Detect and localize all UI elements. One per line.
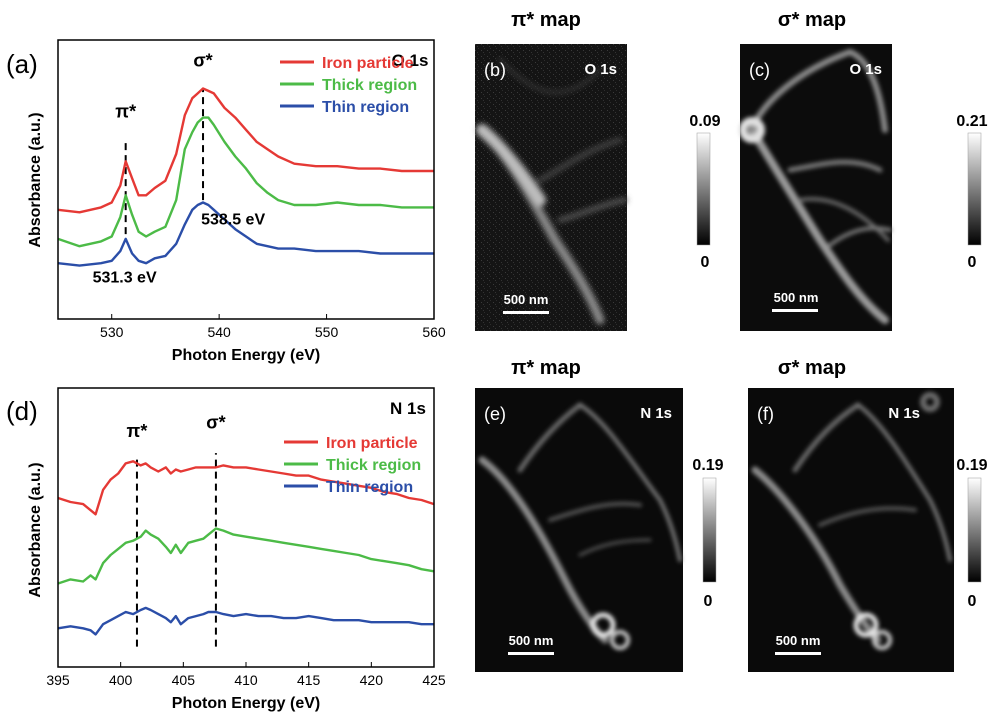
colorbar-e <box>702 477 717 583</box>
colorbar-min-c: 0 <box>968 254 977 271</box>
legend-entry-a-2: Thin region <box>322 99 409 116</box>
x-tick-labels-a: 530 540 550 560 <box>100 314 446 340</box>
peak-annotations-d: π* σ* <box>127 413 226 647</box>
colorbar-min-b: 0 <box>701 254 710 271</box>
peak-label-d-1: σ* <box>206 413 225 433</box>
map-panel-c: σ* map (c) O 1s 500 nm 0.21 0 <box>739 9 988 331</box>
series-lines-a <box>57 87 434 267</box>
legend-entry-d-2: Thin region <box>326 479 413 496</box>
colorbar-max-b: 0.09 <box>689 113 720 130</box>
map-edge-label-f: N 1s <box>888 405 920 422</box>
peak-annotations-a: π* σ* <box>115 51 213 235</box>
map-panel-label-c: (c) <box>749 60 770 80</box>
spectrum-panel-o1s: (a) Absorbance (a.u.) Photon Energy (eV)… <box>6 39 446 364</box>
map-image-b <box>475 44 628 331</box>
colorbar-c <box>967 132 982 246</box>
map-panel-f: σ* map (f) N 1s 500 nm 0.19 0 <box>748 357 988 672</box>
legend-entry-a-1: Thick region <box>322 77 417 94</box>
x-axis-label-a: Photon Energy (eV) <box>172 347 320 364</box>
map-panel-label-e: (e) <box>484 404 506 424</box>
plot-frame-d <box>57 387 435 668</box>
scalebar-label-b: 500 nm <box>504 292 549 307</box>
panel-label-d: (d) <box>6 396 38 426</box>
plot-frame-a <box>57 39 435 320</box>
spectrum-panel-n1s: (d) Absorbance (a.u.) Photon Energy (eV)… <box>6 387 446 712</box>
series-line-a-0 <box>57 87 434 214</box>
legend-entry-a-0: Iron particle <box>322 55 414 72</box>
y-axis-label-a: Absorbance (a.u.) <box>27 112 44 247</box>
colorbar-f <box>967 477 982 583</box>
y-axis-label-d: Absorbance (a.u.) <box>27 462 44 597</box>
peak-label-a-0: π* <box>115 102 136 122</box>
map-panel-label-b: (b) <box>484 60 506 80</box>
map-image-e <box>475 388 683 672</box>
map-title-b: π* map <box>511 9 581 31</box>
peak-energy-labels-a: 531.3 eV 538.5 eV <box>93 211 266 286</box>
peak-label-a-1: σ* <box>193 51 212 71</box>
scalebar-label-e: 500 nm <box>509 633 554 648</box>
series-line-d-2 <box>57 606 434 636</box>
scalebar-label-f: 500 nm <box>776 633 821 648</box>
map-title-f: σ* map <box>778 357 846 379</box>
peak-label-d-0: π* <box>127 421 148 441</box>
series-lines-d <box>57 460 435 636</box>
x-tick-label-d-6: 425 <box>422 672 446 688</box>
map-image-f <box>748 388 954 672</box>
map-edge-label-e: N 1s <box>640 405 672 422</box>
map-panel-e: π* map (e) N 1s 500 nm 0.19 0 <box>475 357 724 672</box>
scalebar-f <box>775 652 821 655</box>
map-image-c <box>739 44 892 331</box>
x-tick-label-a-1: 540 <box>207 324 231 340</box>
panel-label-a: (a) <box>6 49 38 79</box>
map-title-c: σ* map <box>778 9 846 31</box>
x-axis-label-d: Photon Energy (eV) <box>172 695 320 712</box>
x-tick-label-a-3: 560 <box>422 324 446 340</box>
series-line-a-1 <box>57 116 434 248</box>
x-tick-label-d-0: 395 <box>46 672 70 688</box>
legend-d: Iron particle Thick region Thin region <box>284 435 421 496</box>
series-line-d-0 <box>57 460 435 516</box>
legend-entry-d-1: Thick region <box>326 457 421 474</box>
colorbar-b <box>696 132 711 246</box>
x-tick-label-a-2: 550 <box>315 324 339 340</box>
edge-label-d: N 1s <box>390 399 426 418</box>
scalebar-c <box>772 309 818 312</box>
map-panel-label-f: (f) <box>757 404 774 424</box>
series-line-d-1 <box>57 527 435 585</box>
colorbar-max-c: 0.21 <box>956 113 987 130</box>
colorbar-max-f: 0.19 <box>956 457 987 474</box>
map-title-e: π* map <box>511 357 581 379</box>
scalebar-b <box>503 311 549 314</box>
x-tick-label-d-1: 400 <box>109 672 133 688</box>
scalebar-label-c: 500 nm <box>774 290 819 305</box>
map-panel-b: π* map (b) O 1s 500 nm 0.09 0 <box>475 9 721 331</box>
x-tick-label-d-4: 415 <box>297 672 321 688</box>
peak-energy-label-a-1: 538.5 eV <box>201 211 265 228</box>
x-tick-label-d-5: 420 <box>360 672 384 688</box>
x-tick-label-a-0: 530 <box>100 324 124 340</box>
x-tick-label-d-2: 405 <box>172 672 196 688</box>
map-edge-label-b: O 1s <box>584 61 617 78</box>
legend-a: Iron particle Thick region Thin region <box>280 55 417 116</box>
series-line-a-2 <box>57 201 434 267</box>
map-edge-label-c: O 1s <box>849 61 882 78</box>
peak-energy-label-a-0: 531.3 eV <box>93 270 157 287</box>
x-tick-labels-d: 395 400 405 410 415 420 425 <box>46 662 446 688</box>
x-tick-label-d-3: 410 <box>234 672 258 688</box>
colorbar-min-e: 0 <box>704 593 713 610</box>
colorbar-max-e: 0.19 <box>692 457 723 474</box>
edge-label-a: O 1s <box>392 51 429 70</box>
colorbar-min-f: 0 <box>968 593 977 610</box>
legend-entry-d-0: Iron particle <box>326 435 418 452</box>
scalebar-e <box>508 652 554 655</box>
